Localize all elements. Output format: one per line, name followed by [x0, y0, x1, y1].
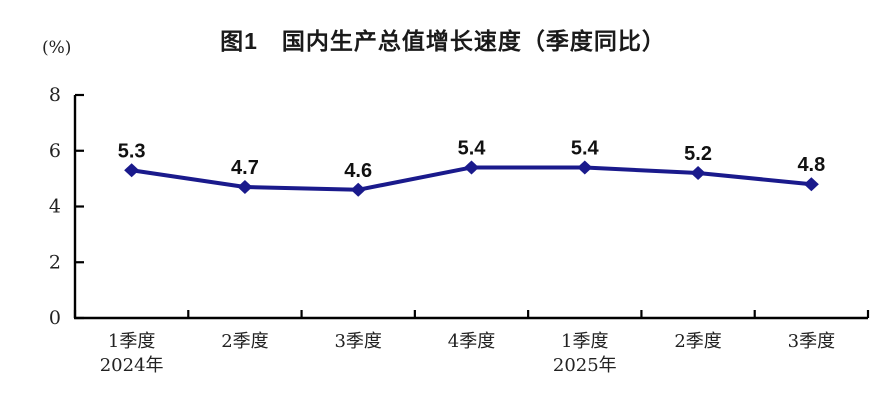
data-point-marker	[577, 160, 593, 175]
y-tick-label: 0	[49, 307, 61, 329]
y-axis-unit-label: (%)	[42, 38, 72, 58]
data-point-label: 5.3	[118, 140, 146, 162]
data-point-label: 4.6	[344, 160, 372, 182]
data-point-marker	[464, 160, 479, 175]
x-category-label: 2季度	[221, 331, 268, 352]
x-category-label: 2季度	[674, 331, 721, 352]
data-point-label: 5.2	[684, 143, 712, 165]
y-tick-label: 4	[49, 196, 61, 218]
x-category-label: 3季度	[788, 331, 835, 352]
x-year-label: 2025年	[553, 355, 617, 376]
x-year-label: 2024年	[100, 355, 164, 376]
data-point-marker	[237, 179, 253, 194]
data-point-label: 4.8	[797, 154, 825, 176]
x-category-label: 3季度	[334, 331, 381, 352]
chart-title: 图1 国内生产总值增长速度（季度同比）	[220, 28, 666, 54]
x-category-label: 4季度	[448, 331, 495, 352]
x-category-label: 1季度	[561, 331, 608, 352]
y-tick-label: 2	[49, 251, 61, 273]
data-point-marker	[350, 182, 366, 197]
data-point-marker	[803, 177, 819, 192]
data-point-marker	[690, 166, 706, 181]
y-tick-label: 6	[49, 140, 61, 162]
y-tick-label: 8	[49, 84, 61, 106]
data-point-label: 4.7	[231, 157, 259, 179]
data-point-label: 5.4	[571, 137, 600, 159]
data-point-marker	[124, 163, 140, 178]
data-point-label: 5.4	[458, 137, 487, 159]
x-category-label: 1季度	[108, 331, 155, 352]
